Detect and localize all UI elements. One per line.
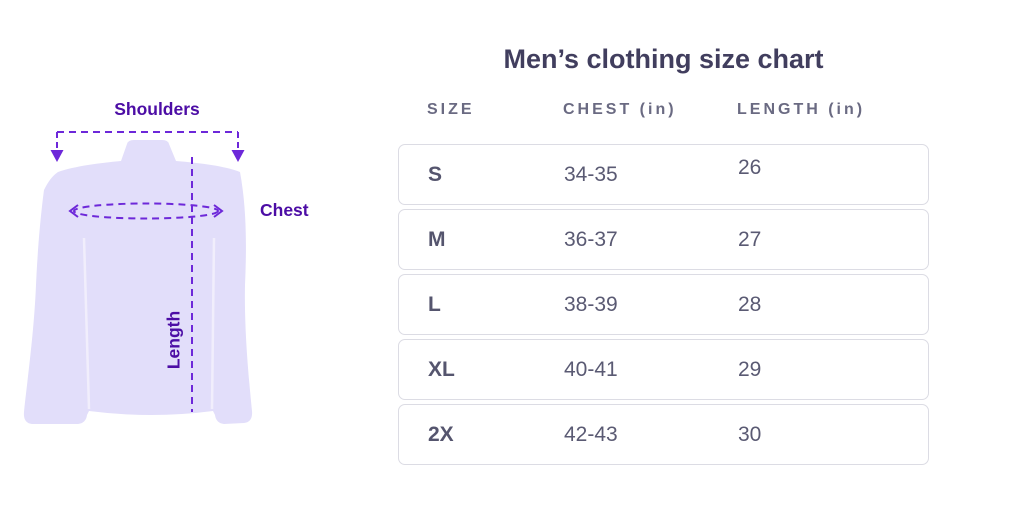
shoulders-arrow-right xyxy=(231,150,245,162)
length-cell: 30 xyxy=(738,422,762,446)
table-body: S 34-35 26 M 36-37 27 L 38-39 28 XL 40-41 29 2X 42-43… xyxy=(398,144,929,465)
length-cell: 28 xyxy=(738,292,762,316)
column-header-chest: CHEST (in) xyxy=(563,101,677,118)
chest-cell: 34-35 xyxy=(564,162,618,186)
table-row: M 36-37 27 xyxy=(398,209,929,270)
length-cell: 26 xyxy=(738,155,762,179)
length-label: Length xyxy=(163,310,184,370)
table-row: L 38-39 28 xyxy=(398,274,929,335)
length-cell: 27 xyxy=(738,227,762,251)
page-title: Men’s clothing size chart xyxy=(503,44,824,74)
size-chart-panel: Men’s clothing size chart SIZE CHEST (in… xyxy=(398,0,929,469)
right-sleeve-crease xyxy=(210,237,216,410)
shirt-illustration xyxy=(23,131,253,424)
column-header-length: LENGTH (in) xyxy=(737,101,866,118)
chest-cell: 42-43 xyxy=(564,422,618,446)
table-row: S 34-35 26 xyxy=(398,144,929,205)
chest-arrow-left xyxy=(68,204,79,218)
shoulders-arrow-left xyxy=(50,150,64,162)
chest-label: Chest xyxy=(260,200,309,220)
chest-cell: 40-41 xyxy=(564,357,618,381)
size-cell: XL xyxy=(428,357,455,381)
size-cell: S xyxy=(428,162,443,186)
chest-cell: 36-37 xyxy=(564,227,618,251)
length-cell: 29 xyxy=(738,357,762,381)
table-header-row: SIZE CHEST (in) LENGTH (in) xyxy=(398,101,929,119)
shirt-measurement-diagram: Shoulders Chest Length xyxy=(0,0,390,514)
chest-cell: 38-39 xyxy=(564,292,618,316)
table-row: XL 40-41 29 xyxy=(398,339,929,400)
size-cell: M xyxy=(428,227,446,251)
shirt-body-shape xyxy=(23,140,253,424)
size-cell: L xyxy=(428,292,441,316)
chest-measure-ellipse xyxy=(73,202,219,220)
table-row: 2X 42-43 30 xyxy=(398,404,929,465)
chest-arrow-right xyxy=(213,204,224,218)
size-cell: 2X xyxy=(428,422,454,446)
shoulders-label: Shoulders xyxy=(114,99,200,119)
shoulders-measure-line xyxy=(56,131,239,150)
left-sleeve-crease xyxy=(82,237,91,410)
column-header-size: SIZE xyxy=(427,101,475,118)
